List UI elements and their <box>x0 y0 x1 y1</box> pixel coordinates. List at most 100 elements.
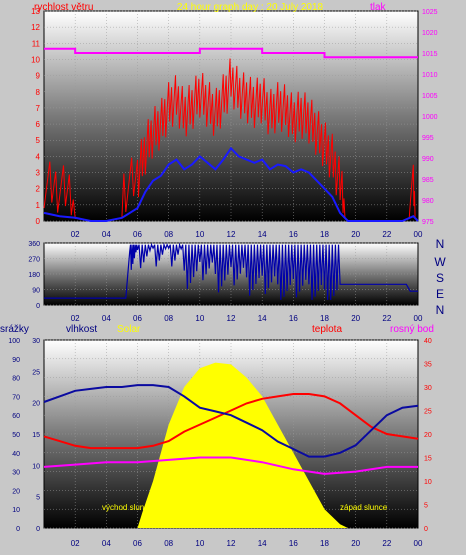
x-tick-label: 10 <box>195 539 204 548</box>
x-tick-label: 06 <box>133 539 142 548</box>
x-tick-label: 16 <box>289 539 298 548</box>
y-tick-wind: 2 <box>36 185 41 194</box>
x-tick-label: 16 <box>289 314 298 323</box>
compass-w: W <box>434 255 446 269</box>
y-tick-temperature: 0 <box>424 526 428 533</box>
x-tick-label: 00 <box>414 230 423 239</box>
x-tick-label: 04 <box>102 230 111 239</box>
y-tick-humidity: 70 <box>12 394 20 401</box>
wind-average-line <box>43 146 419 222</box>
x-tick-label: 02 <box>71 230 80 239</box>
y-tick-pressure: 985 <box>422 177 434 184</box>
compass-n-top: N <box>436 237 445 251</box>
dewpoint-label: rosný bod <box>390 324 434 335</box>
x-tick-label: 00 <box>414 539 423 548</box>
pressure-label: tlak <box>370 2 387 13</box>
x-tick-label: 16 <box>289 230 298 239</box>
x-tick-label: 18 <box>320 314 329 323</box>
temperature-axes: 0102030405060708090100051015202530051015… <box>8 338 432 548</box>
x-tick-label: 02 <box>71 314 80 323</box>
y-tick-rain: 15 <box>32 432 40 439</box>
y-tick-wind: 0 <box>36 217 41 226</box>
y-tick-temperature: 35 <box>424 362 432 369</box>
y-tick-pressure: 980 <box>422 198 434 205</box>
y-tick-pressure: 975 <box>422 219 434 226</box>
y-tick-pressure: 990 <box>422 156 434 163</box>
sunset-label: západ slunce <box>340 503 388 512</box>
y-tick-humidity: 100 <box>8 338 20 345</box>
wind-direction-line <box>44 242 418 300</box>
y-tick-temperature: 10 <box>424 479 432 486</box>
x-tick-label: 22 <box>382 314 391 323</box>
y-tick-rain: 10 <box>32 463 40 470</box>
y-tick-wind: 1 <box>36 201 41 210</box>
y-tick-direction: 180 <box>28 272 40 279</box>
y-tick-pressure: 1020 <box>422 30 438 37</box>
x-tick-label: 08 <box>164 539 173 548</box>
y-tick-wind: 9 <box>36 72 41 81</box>
y-tick-pressure: 1025 <box>422 9 438 16</box>
y-tick-humidity: 20 <box>12 488 20 495</box>
y-tick-humidity: 40 <box>12 451 20 458</box>
humidity-line <box>43 384 419 458</box>
x-tick-label: 20 <box>351 539 360 548</box>
x-tick-label: 04 <box>102 539 111 548</box>
x-tick-label: 06 <box>133 314 142 323</box>
pressure-line <box>44 47 418 59</box>
y-tick-wind: 8 <box>36 88 41 97</box>
sunrise-label: východ slunce <box>102 503 153 512</box>
y-tick-wind: 13 <box>31 7 40 16</box>
x-tick-label: 08 <box>164 314 173 323</box>
x-tick-label: 14 <box>258 314 267 323</box>
x-tick-label: 10 <box>195 230 204 239</box>
temperature-series <box>43 362 419 528</box>
y-tick-humidity: 80 <box>12 376 20 383</box>
x-tick-label: 20 <box>351 230 360 239</box>
y-tick-temperature: 30 <box>424 385 432 392</box>
y-tick-wind: 5 <box>36 136 41 145</box>
y-tick-direction: 360 <box>28 241 40 248</box>
x-tick-label: 00 <box>414 314 423 323</box>
y-tick-temperature: 5 <box>424 503 428 510</box>
y-tick-humidity: 10 <box>12 507 20 514</box>
wind-speed-label: rychlost větru <box>34 2 93 13</box>
wind-direction-axes: 0 90 180 270 360 02 04 06 08 10 12 14 16 18 20 22 00 <box>28 241 423 323</box>
x-tick-label: 22 <box>382 539 391 548</box>
humidity-label: vlhkost <box>66 324 97 335</box>
x-tick-label: 20 <box>351 314 360 323</box>
y-tick-temperature: 20 <box>424 432 432 439</box>
x-tick-label: 04 <box>102 314 111 323</box>
y-tick-wind: 7 <box>36 104 41 113</box>
y-tick-temperature: 40 <box>424 338 432 345</box>
y-tick-humidity: 50 <box>12 432 20 439</box>
solar-label: Solar <box>117 324 141 335</box>
y-tick-direction: 270 <box>28 257 40 264</box>
dewpoint-line <box>43 456 418 475</box>
temperature-label: teplota <box>312 324 342 335</box>
y-tick-wind: 11 <box>32 39 41 48</box>
y-tick-pressure: 995 <box>422 135 434 142</box>
x-tick-label: 02 <box>71 539 80 548</box>
compass-n-bottom: N <box>436 303 445 317</box>
wind-direction-series <box>44 242 418 300</box>
wind-pressure-axes: 0123456789101112139759809859909951000100… <box>31 7 438 239</box>
x-tick-label: 12 <box>227 314 236 323</box>
y-tick-wind: 6 <box>36 120 41 129</box>
y-tick-pressure: 1000 <box>422 114 438 121</box>
chart-title: 24 hour graph day : 20 July 2018 <box>177 2 324 13</box>
wind-pressure-series <box>43 47 419 222</box>
y-tick-wind: 12 <box>31 23 40 32</box>
y-tick-direction: 0 <box>36 303 40 310</box>
x-tick-label: 12 <box>227 539 236 548</box>
y-tick-rain: 30 <box>32 338 40 345</box>
y-tick-rain: 5 <box>36 495 40 502</box>
y-tick-humidity: 60 <box>12 413 20 420</box>
y-tick-humidity: 30 <box>12 470 20 477</box>
x-tick-label: 14 <box>258 539 267 548</box>
x-tick-label: 10 <box>195 314 204 323</box>
temperature-line <box>43 393 419 450</box>
wind-pressure-grid <box>44 10 418 222</box>
x-tick-label: 14 <box>258 230 267 239</box>
y-tick-humidity: 90 <box>12 357 20 364</box>
